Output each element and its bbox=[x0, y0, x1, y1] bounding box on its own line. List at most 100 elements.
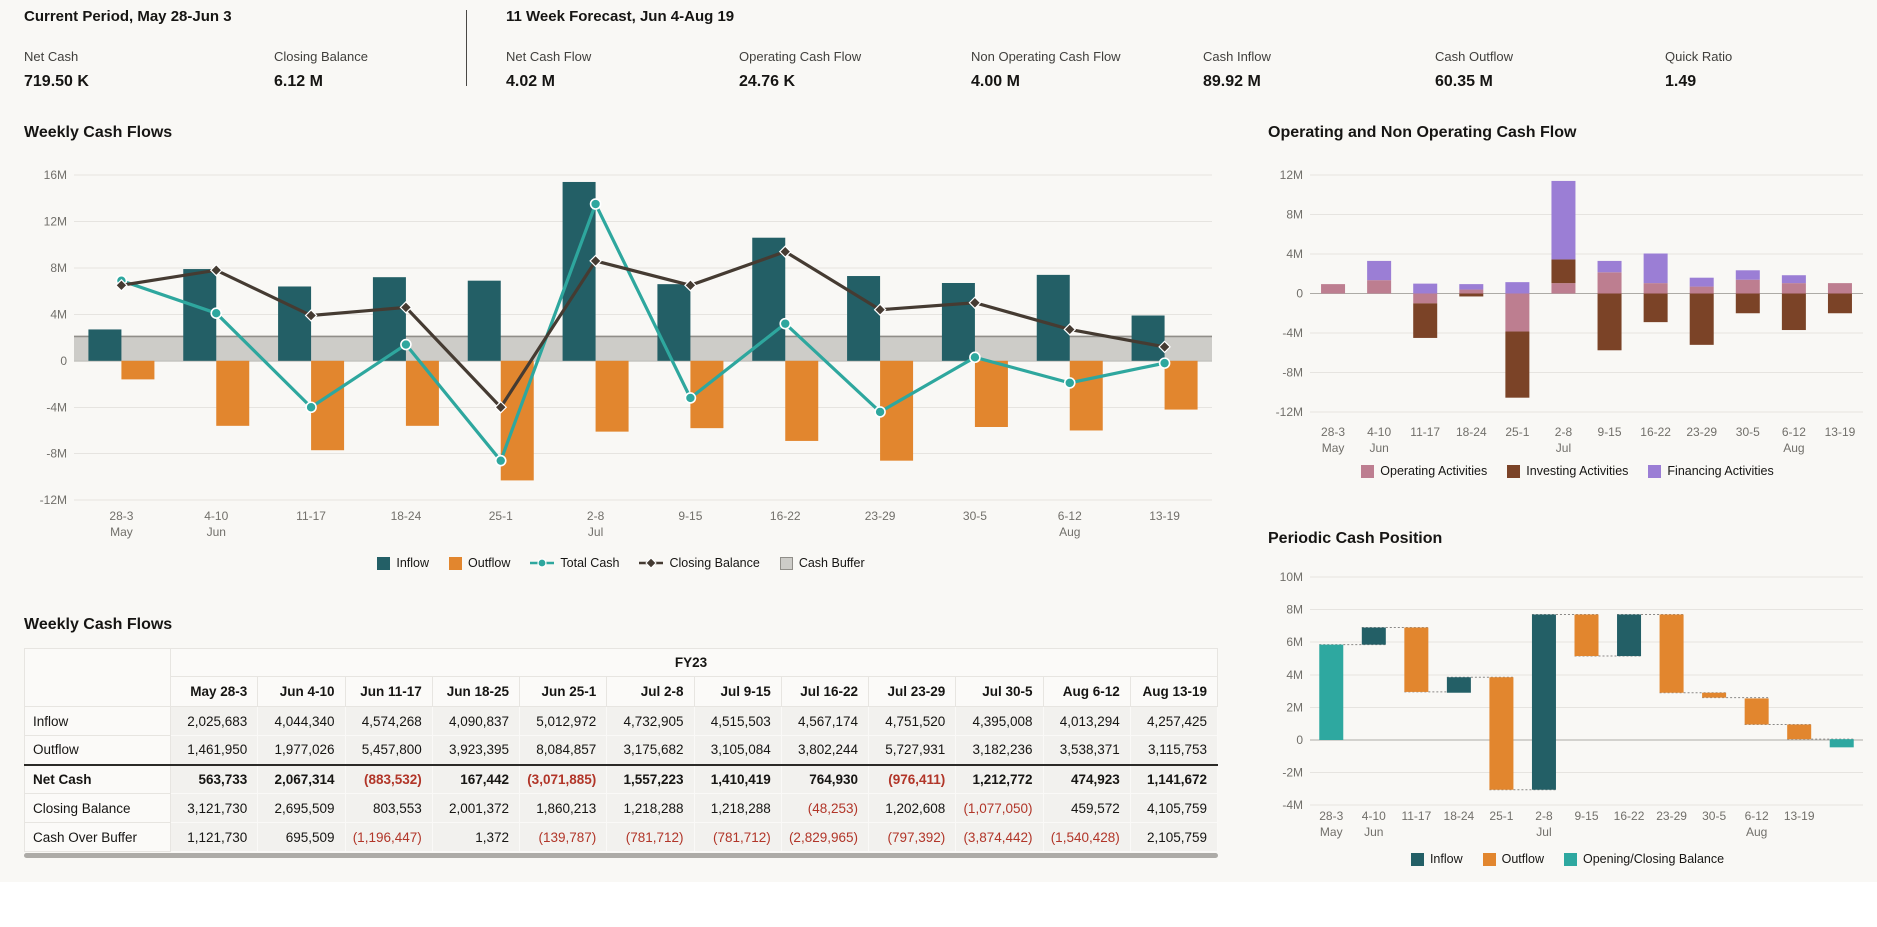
investing-segment-8[interactable] bbox=[1689, 293, 1714, 345]
legend-item-total-cash[interactable]: Total Cash bbox=[530, 556, 619, 570]
table-horizontal-scrollbar[interactable] bbox=[24, 853, 1218, 858]
legend-item-financing-activities[interactable]: Financing Activities bbox=[1648, 464, 1774, 478]
total-cash-marker-5[interactable] bbox=[589, 198, 602, 210]
investing-segment-2[interactable] bbox=[1413, 303, 1438, 338]
inflow-bar-10[interactable] bbox=[1036, 274, 1070, 361]
inflow-bar-6[interactable] bbox=[657, 284, 691, 361]
financing-segment-1[interactable] bbox=[1367, 260, 1392, 281]
outflow-step-8[interactable] bbox=[1659, 614, 1684, 693]
closing-balance-marker-1[interactable] bbox=[209, 263, 223, 277]
financing-segment-2[interactable] bbox=[1413, 283, 1438, 294]
operating-segment-2[interactable] bbox=[1413, 293, 1438, 304]
investing-segment-5[interactable] bbox=[1551, 259, 1576, 284]
total-cash-marker-10[interactable] bbox=[1063, 377, 1076, 389]
operating-segment-4[interactable] bbox=[1505, 293, 1530, 332]
outflow-bar-0[interactable] bbox=[121, 360, 155, 380]
financing-segment-8[interactable] bbox=[1689, 277, 1714, 287]
financing-segment-6[interactable] bbox=[1597, 260, 1622, 273]
closing-balance-marker-6[interactable] bbox=[684, 278, 697, 292]
outflow-step-4[interactable] bbox=[1489, 677, 1514, 790]
outflow-step-11[interactable] bbox=[1787, 724, 1812, 740]
total-cash-marker-7[interactable] bbox=[779, 317, 792, 330]
inflow-step-7[interactable] bbox=[1617, 614, 1642, 657]
investing-segment-10[interactable] bbox=[1781, 293, 1806, 331]
outflow-bar-10[interactable] bbox=[1069, 360, 1103, 431]
inflow-bar-11[interactable] bbox=[1131, 315, 1165, 361]
outflow-step-9[interactable] bbox=[1702, 692, 1727, 698]
legend-item-inflow[interactable]: Inflow bbox=[1410, 852, 1463, 866]
total-cash-marker-6[interactable] bbox=[684, 392, 697, 404]
inflow-step-3[interactable] bbox=[1446, 677, 1471, 693]
outflow-bar-1[interactable] bbox=[216, 360, 250, 426]
outflow-bar-3[interactable] bbox=[405, 360, 439, 426]
operating-segment-9[interactable] bbox=[1735, 279, 1760, 294]
legend-item-opening-closing-balance[interactable]: Opening/Closing Balance bbox=[1563, 852, 1724, 866]
cash-buffer-swatch-icon bbox=[779, 556, 793, 570]
outflow-step-10[interactable] bbox=[1744, 698, 1769, 725]
operating-segment-0[interactable] bbox=[1321, 284, 1346, 294]
investing-segment-11[interactable] bbox=[1827, 293, 1852, 314]
investing-segment-3[interactable] bbox=[1459, 293, 1484, 297]
closing-balance-marker-2[interactable] bbox=[304, 309, 318, 322]
inflow-bar-2[interactable] bbox=[278, 286, 312, 361]
closing-balance-marker-0[interactable] bbox=[115, 278, 128, 292]
closing-balance-marker-8[interactable] bbox=[873, 303, 887, 317]
total-cash-marker-11[interactable] bbox=[1158, 357, 1171, 369]
inflow-bar-0[interactable] bbox=[88, 329, 122, 361]
total-cash-marker-9[interactable] bbox=[969, 351, 981, 364]
closing-balance-marker-7[interactable] bbox=[778, 245, 792, 258]
legend-item-outflow[interactable]: Outflow bbox=[1482, 852, 1544, 866]
investing-segment-7[interactable] bbox=[1643, 293, 1668, 323]
balance-step-12[interactable] bbox=[1829, 739, 1854, 748]
operating-segment-6[interactable] bbox=[1597, 272, 1622, 294]
closing-balance-marker-3[interactable] bbox=[399, 301, 413, 314]
total-cash-marker-3[interactable] bbox=[400, 338, 412, 351]
total-cash-marker-4[interactable] bbox=[494, 454, 507, 467]
kpi-label: Cash Outflow bbox=[1435, 49, 1514, 64]
legend-item-outflow[interactable]: Outflow bbox=[449, 556, 510, 570]
total-cash-marker-8[interactable] bbox=[874, 406, 886, 418]
inflow-swatch-icon bbox=[1410, 852, 1424, 866]
financing-segment-10[interactable] bbox=[1781, 275, 1806, 284]
legend-item-inflow[interactable]: Inflow bbox=[377, 556, 429, 570]
total-cash-marker-2[interactable] bbox=[305, 401, 317, 414]
closing-balance-marker-10[interactable] bbox=[1063, 323, 1077, 336]
legend-item-cash-buffer[interactable]: Cash Buffer bbox=[779, 556, 865, 570]
closing-balance-marker-9[interactable] bbox=[968, 296, 982, 310]
inflow-step-5[interactable] bbox=[1531, 614, 1556, 790]
legend-item-investing-activities[interactable]: Investing Activities bbox=[1507, 464, 1628, 478]
closing-balance-marker-5[interactable] bbox=[589, 254, 602, 268]
financing-segment-3[interactable] bbox=[1459, 284, 1484, 290]
balance-step-0[interactable] bbox=[1319, 644, 1344, 740]
legend-item-operating-activities[interactable]: Operating Activities bbox=[1361, 464, 1487, 478]
financing-segment-4[interactable] bbox=[1505, 282, 1530, 294]
legend-label: Inflow bbox=[1429, 852, 1463, 866]
inflow-step-1[interactable] bbox=[1361, 627, 1386, 645]
inflow-bar-8[interactable] bbox=[847, 276, 881, 361]
investing-segment-6[interactable] bbox=[1597, 293, 1622, 351]
operating-segment-7[interactable] bbox=[1643, 283, 1668, 294]
investing-segment-4[interactable] bbox=[1505, 331, 1530, 398]
inflow-bar-9[interactable] bbox=[941, 282, 975, 361]
closing-balance-marker-11[interactable] bbox=[1158, 340, 1171, 354]
operating-segment-8[interactable] bbox=[1689, 286, 1714, 294]
total-cash-marker-1[interactable] bbox=[210, 307, 223, 319]
operating-segment-3[interactable] bbox=[1459, 289, 1484, 294]
operating-segment-1[interactable] bbox=[1367, 280, 1392, 294]
outflow-bar-11[interactable] bbox=[1164, 360, 1198, 410]
operating-segment-10[interactable] bbox=[1781, 283, 1806, 294]
outflow-bar-7[interactable] bbox=[785, 360, 819, 441]
outflow-bar-9[interactable] bbox=[974, 360, 1008, 427]
outflow-bar-5[interactable] bbox=[595, 360, 629, 432]
financing-segment-7[interactable] bbox=[1643, 253, 1668, 284]
financing-segment-5[interactable] bbox=[1551, 180, 1576, 260]
outflow-step-6[interactable] bbox=[1574, 614, 1599, 657]
operating-segment-11[interactable] bbox=[1827, 283, 1852, 294]
outflow-step-2[interactable] bbox=[1404, 627, 1429, 692]
investing-segment-9[interactable] bbox=[1735, 293, 1760, 314]
operating-segment-5[interactable] bbox=[1551, 283, 1576, 294]
financing-segment-9[interactable] bbox=[1735, 270, 1760, 280]
legend-item-closing-balance[interactable]: Closing Balance bbox=[639, 556, 760, 570]
closing-balance-marker-4[interactable] bbox=[494, 400, 508, 414]
inflow-bar-4[interactable] bbox=[467, 280, 501, 361]
